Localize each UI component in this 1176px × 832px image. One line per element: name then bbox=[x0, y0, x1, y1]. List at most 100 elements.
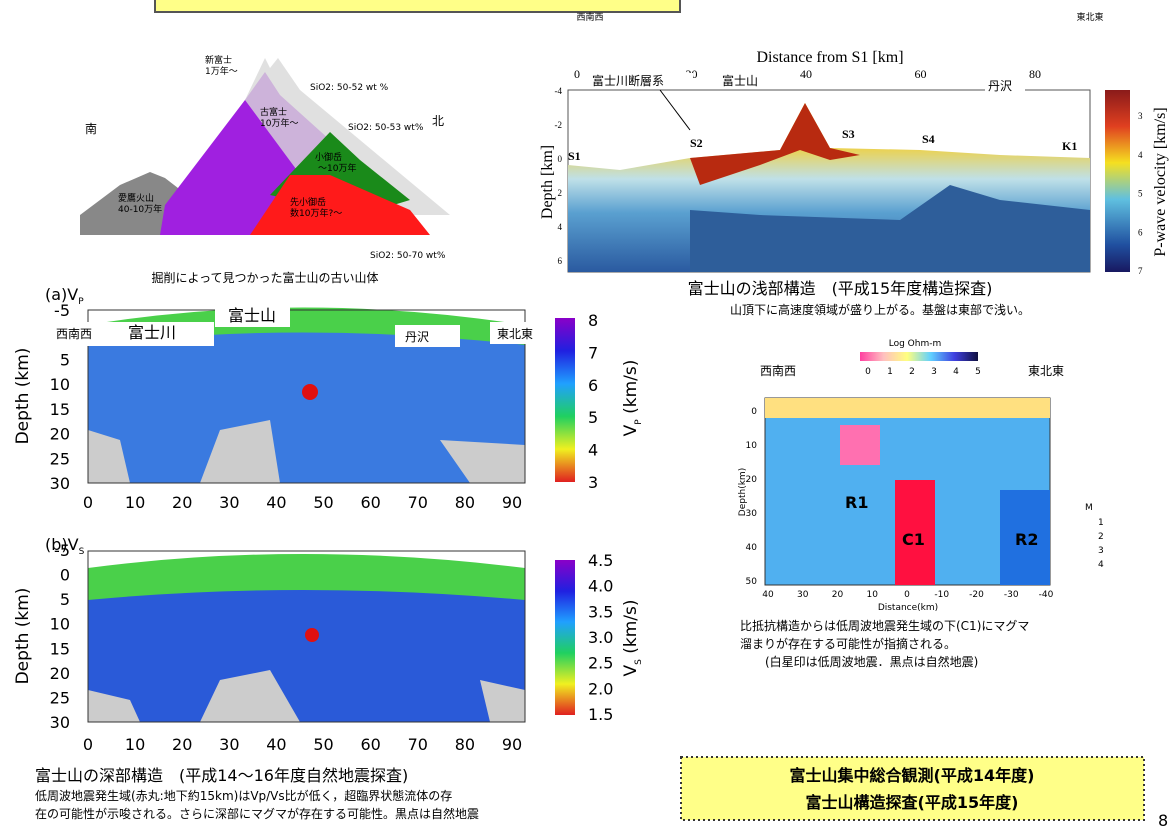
station: S3 bbox=[842, 127, 855, 141]
tick-label: 80 bbox=[455, 735, 475, 754]
tick-label: 10 bbox=[867, 590, 879, 600]
tick-label: 80 bbox=[455, 493, 475, 512]
tick-label: 0 bbox=[904, 590, 910, 600]
tick-label: 40 bbox=[746, 543, 758, 553]
shallow-figure: Distance from S1 [km] 020406080-4-20246 … bbox=[539, 49, 1169, 317]
colorbar-label: Log Ohm-m bbox=[889, 339, 942, 349]
tick-label: 30 bbox=[50, 713, 70, 732]
label: 古富士 bbox=[260, 106, 287, 118]
region: C1 bbox=[902, 530, 925, 549]
colorbar-label: VP (km/s) bbox=[621, 360, 644, 437]
tick-label: -40 bbox=[1039, 590, 1054, 600]
tick-label: -20 bbox=[969, 590, 984, 600]
label: SiO2: 50-53 wt% bbox=[348, 123, 424, 133]
tick-label: 1.5 bbox=[588, 705, 613, 724]
colorbar-label: V bbox=[621, 424, 641, 436]
tick-label: 10 bbox=[125, 735, 145, 754]
tick-label: 30 bbox=[219, 735, 239, 754]
label: 新富士 bbox=[205, 54, 232, 66]
note: 山頂下に高速度領域が盛り上がる。基盤は東部で浅い。 bbox=[730, 302, 1030, 317]
caption: 富士山の深部構造 (平成14～16年度自然地震探査) bbox=[35, 766, 408, 785]
tick-label: 3 bbox=[1138, 111, 1143, 121]
label: 東北東 bbox=[497, 327, 533, 341]
y-axis-label: Depth(km) bbox=[738, 468, 748, 516]
tick-label: 0 bbox=[751, 407, 757, 417]
tick-label: 15 bbox=[50, 400, 70, 419]
tick-label: 40 bbox=[266, 493, 286, 512]
tick-label: 3 bbox=[1098, 546, 1104, 556]
tick-label: 1 bbox=[887, 367, 893, 377]
tick-label: -10 bbox=[934, 590, 949, 600]
tick-label: 60 bbox=[915, 67, 927, 81]
tick-label: 20 bbox=[172, 493, 192, 512]
deep-figure: (a)VP (b)VS -5051015202530-5051015202530… bbox=[13, 285, 644, 821]
tick-label: 40 bbox=[800, 67, 812, 81]
tick-label: 10 bbox=[50, 615, 70, 634]
colorbar-sub: S bbox=[634, 659, 644, 665]
tick-label: 10 bbox=[50, 375, 70, 394]
label: 西南西 bbox=[760, 363, 796, 378]
label: 南 bbox=[85, 121, 97, 136]
tick-label: -4 bbox=[555, 86, 563, 96]
tick-label: 4 bbox=[588, 441, 598, 460]
station: S2 bbox=[690, 136, 703, 150]
station: S4 bbox=[922, 132, 935, 146]
tick-label: 50 bbox=[746, 577, 758, 587]
panel-sub: S bbox=[79, 547, 85, 557]
tick-label: 1 bbox=[1098, 518, 1104, 528]
tick-label: 20 bbox=[50, 664, 70, 683]
tick-label: 2.5 bbox=[588, 654, 613, 673]
tick-label: 70 bbox=[408, 735, 428, 754]
tick-label: 6 bbox=[558, 256, 563, 266]
tick-label: 6 bbox=[1138, 227, 1143, 237]
tick-label: 15 bbox=[50, 639, 70, 658]
tick-label: 25 bbox=[50, 688, 70, 707]
tick-label: 10 bbox=[746, 441, 758, 451]
colorbar-label: P-wave velocity [km/s] bbox=[1152, 107, 1169, 256]
header-left: 西南西 bbox=[576, 11, 603, 23]
colorbar-label: VS (km/s) bbox=[621, 599, 644, 676]
caption: 掘削によって見つかった富士山の古い山体 bbox=[151, 270, 378, 285]
label: 西南西 bbox=[56, 326, 92, 341]
box-line: 富士山構造探査(平成15年度) bbox=[806, 793, 1019, 812]
tick-label: 4.5 bbox=[588, 551, 613, 570]
tick-label: 3 bbox=[588, 473, 598, 492]
header-right: 東北東 bbox=[1076, 11, 1103, 23]
tick-label: 5 bbox=[60, 590, 70, 609]
tick-label: 4 bbox=[558, 222, 563, 232]
tick-label: 30 bbox=[797, 590, 809, 600]
tick-label: 30 bbox=[746, 509, 758, 519]
label: 北 bbox=[432, 114, 444, 128]
tick-label: 40 bbox=[266, 735, 286, 754]
page-number: 8 bbox=[1158, 811, 1168, 830]
tick-label: 4 bbox=[953, 367, 959, 377]
caption: 溜まりが存在する可能性が指摘される。 bbox=[740, 636, 956, 651]
colorbar-sub: P bbox=[634, 419, 644, 425]
tick-label: 4 bbox=[1138, 150, 1143, 160]
label: 丹沢 bbox=[988, 79, 1012, 93]
tick-label: 70 bbox=[408, 493, 428, 512]
colorbar-label: V bbox=[621, 665, 641, 677]
tick-label: 20 bbox=[172, 735, 192, 754]
tick-label: 8 bbox=[588, 311, 598, 330]
tick-label: 5 bbox=[60, 350, 70, 369]
tick-label: -2 bbox=[555, 120, 563, 130]
label: 10万年〜 bbox=[260, 117, 298, 129]
tick-label: 20 bbox=[50, 425, 70, 444]
tick-label: 50 bbox=[313, 493, 333, 512]
station: K1 bbox=[1062, 139, 1077, 153]
tick-label: 0 bbox=[60, 566, 70, 585]
tick-label: 80 bbox=[1029, 67, 1041, 81]
box-line: 富士山集中総合観測(平成14年度) bbox=[790, 766, 1035, 785]
colorbar-unit: (km/s) bbox=[621, 360, 641, 420]
tick-label: -30 bbox=[1004, 590, 1019, 600]
tick-label: 5 bbox=[975, 367, 981, 377]
label: 愛鷹火山 bbox=[118, 192, 154, 204]
tick-label: 4.0 bbox=[588, 577, 613, 596]
tick-label: 90 bbox=[502, 735, 522, 754]
region: R1 bbox=[845, 493, 868, 512]
label: 富士山 bbox=[228, 306, 276, 325]
y-axis-label: Depth (km) bbox=[13, 588, 33, 685]
